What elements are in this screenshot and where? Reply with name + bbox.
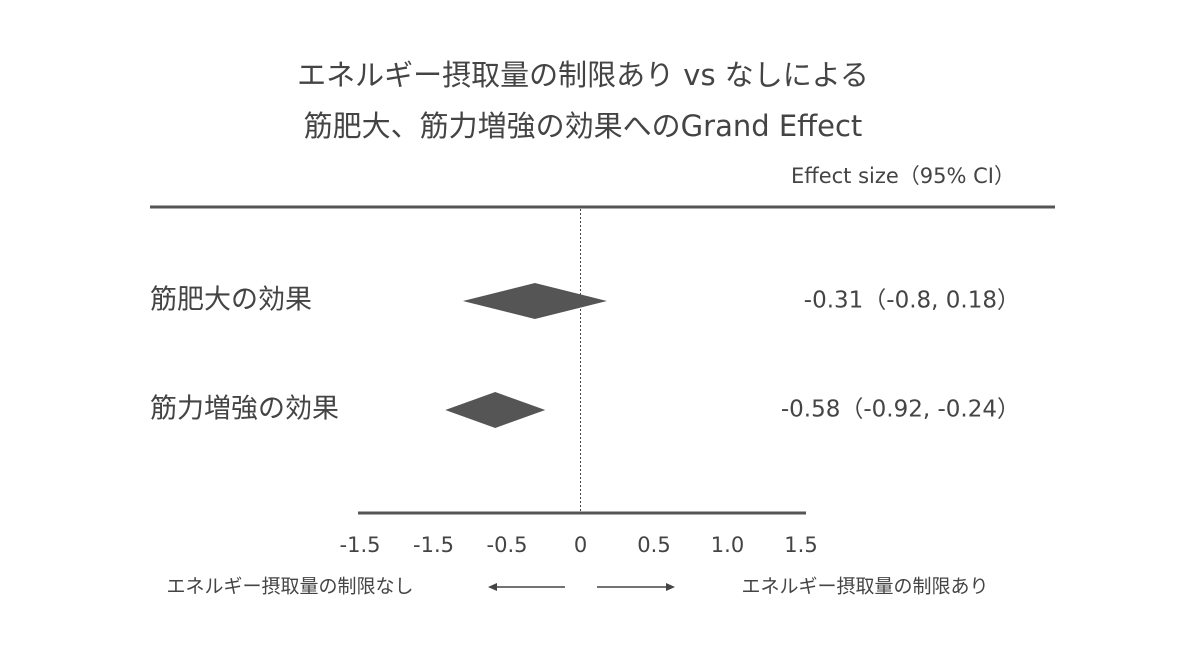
column-header: Effect size（95% CI） xyxy=(791,164,1015,188)
right-label: エネルギー摂取量の制限あり xyxy=(741,576,988,598)
left-arrow xyxy=(488,583,565,591)
value-label: -0.58（-0.92, -0.24） xyxy=(781,397,1020,423)
effect-diamond xyxy=(445,392,546,428)
effect-diamond xyxy=(462,283,607,319)
right-arrow xyxy=(597,583,675,591)
left-label: エネルギー摂取量の制限なし xyxy=(166,576,413,598)
x-tick-label: -1.5 xyxy=(340,533,381,557)
chart-title: 筋肥大、筋力増強の効果へのGrand Effect xyxy=(304,109,863,143)
row-label: 筋力増強の効果 xyxy=(150,394,339,425)
chart-title: エネルギー摂取量の制限あり vs なしによる xyxy=(297,58,869,92)
x-tick-label: 0.5 xyxy=(637,533,670,557)
x-tick-label: 1.0 xyxy=(711,533,744,557)
value-label: -0.31（-0.8, 0.18） xyxy=(804,288,1020,314)
x-tick-label: -0.5 xyxy=(487,533,528,557)
x-tick-label: 0 xyxy=(574,533,587,557)
x-tick-label: 1.5 xyxy=(784,533,817,557)
row-label: 筋肥大の効果 xyxy=(150,285,312,316)
x-tick-label: -1.5 xyxy=(413,533,454,557)
